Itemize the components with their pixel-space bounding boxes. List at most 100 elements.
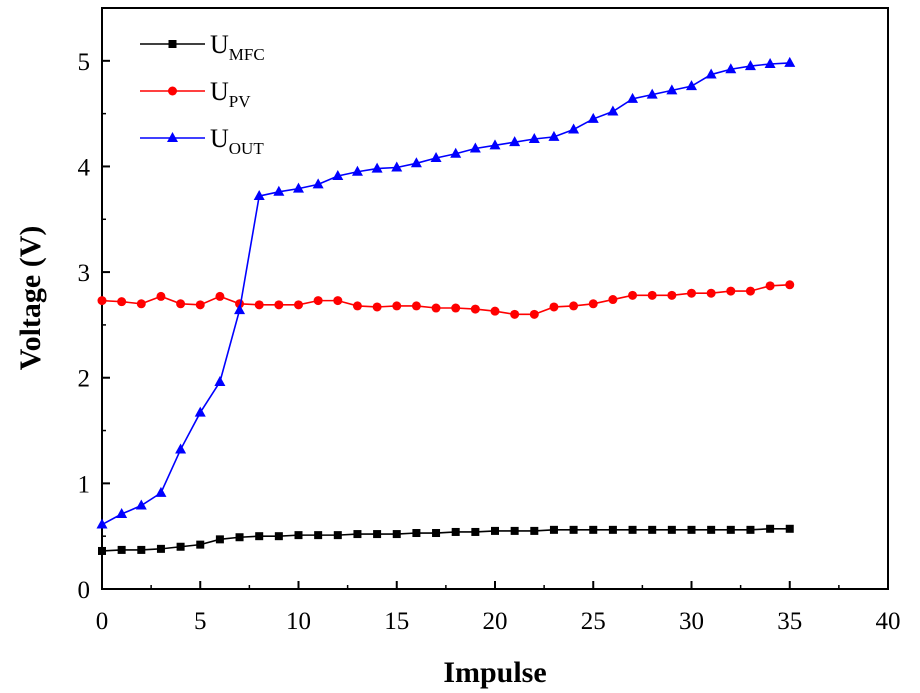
data-point <box>726 286 736 296</box>
data-point <box>352 301 362 311</box>
data-point <box>235 533 244 542</box>
data-point <box>294 300 303 310</box>
data-point <box>490 306 500 316</box>
x-axis-title: Impulse <box>443 656 546 689</box>
data-point <box>314 531 323 540</box>
data-point <box>587 112 599 123</box>
data-point <box>273 185 285 196</box>
data-point <box>530 526 539 535</box>
series-line <box>101 283 790 316</box>
data-point <box>765 281 775 291</box>
data-point <box>647 290 657 300</box>
data-point <box>116 507 128 518</box>
y-tick-label: 1 <box>78 471 91 498</box>
data-point <box>176 299 186 309</box>
data-point <box>470 304 480 314</box>
data-point <box>726 525 735 534</box>
data-point <box>313 296 323 306</box>
data-point <box>156 544 165 553</box>
legend-marker <box>167 132 178 142</box>
series-UOUT <box>96 56 796 529</box>
data-point <box>667 290 677 300</box>
data-point <box>254 300 264 310</box>
data-point <box>491 526 499 535</box>
data-point <box>589 525 598 534</box>
data-point <box>628 290 638 300</box>
data-point <box>117 545 126 554</box>
data-point <box>195 300 205 310</box>
data-point <box>371 162 383 173</box>
data-point <box>509 136 521 147</box>
legend-marker <box>168 86 177 96</box>
data-point <box>687 288 696 298</box>
data-point <box>451 303 461 313</box>
x-tick-label: 10 <box>286 608 311 635</box>
series-line <box>101 62 790 526</box>
data-point <box>450 147 462 158</box>
data-point <box>353 530 362 539</box>
data-point <box>706 288 716 298</box>
data-point <box>175 443 187 454</box>
legend: UMFC UPV UOUT <box>140 30 265 158</box>
data-point <box>312 178 324 189</box>
data-point <box>510 309 520 319</box>
data-point <box>214 375 226 386</box>
data-point <box>194 406 206 417</box>
data-point <box>351 165 363 176</box>
data-point <box>628 525 637 534</box>
data-point <box>510 526 519 535</box>
x-tick-label: 15 <box>384 608 409 635</box>
axis-ticks: 0 5 10 15 20 25 30 35 40 0 1 2 3 4 5 <box>78 7 901 635</box>
y-tick-label: 2 <box>78 366 91 393</box>
legend-entry: UMFC <box>140 30 265 64</box>
data-point <box>215 291 225 301</box>
y-tick-label: 0 <box>78 577 91 604</box>
legend-label: UOUT <box>210 124 264 158</box>
data-point <box>785 524 794 533</box>
data-point <box>667 525 676 534</box>
data-point <box>432 529 441 538</box>
data-point <box>707 525 716 534</box>
data-point <box>333 296 343 306</box>
data-point <box>372 302 382 312</box>
data-point <box>725 63 737 74</box>
data-point <box>746 525 755 534</box>
data-point <box>135 499 147 510</box>
x-tick-label: 0 <box>96 608 109 635</box>
y-tick-label: 4 <box>78 154 91 181</box>
data-point <box>764 57 776 68</box>
data-point <box>588 299 598 309</box>
x-tick-label: 5 <box>194 608 207 635</box>
data-point <box>627 92 639 103</box>
data-point <box>705 68 717 79</box>
series-line <box>101 527 790 552</box>
y-tick-label: 3 <box>78 260 91 287</box>
data-point <box>234 304 246 315</box>
data-point <box>686 80 697 91</box>
data-point <box>607 105 619 116</box>
x-tick-label: 35 <box>777 608 802 635</box>
data-point <box>548 130 560 141</box>
data-point <box>666 84 678 95</box>
y-axis-title: Voltage (V) <box>14 226 47 371</box>
data-point <box>608 525 617 534</box>
data-point <box>766 524 775 533</box>
data-point <box>411 301 421 311</box>
data-point <box>469 142 481 153</box>
data-point <box>392 530 401 539</box>
legend-label: UPV <box>210 77 251 111</box>
data-point <box>274 532 283 541</box>
data-point <box>332 169 344 180</box>
data-point <box>253 190 265 201</box>
y-tick-label: 5 <box>78 49 91 76</box>
data-point <box>136 299 146 309</box>
series-UMFC <box>98 524 794 555</box>
data-point <box>155 486 167 497</box>
data-point <box>687 525 696 534</box>
data-point <box>294 531 303 540</box>
data-point <box>98 546 106 555</box>
data-point <box>471 527 480 536</box>
data-point <box>646 88 658 99</box>
data-point <box>410 157 422 168</box>
data-point <box>549 302 559 312</box>
